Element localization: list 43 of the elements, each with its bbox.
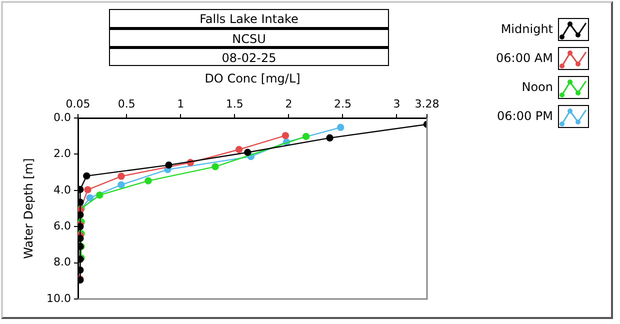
point [336, 124, 344, 132]
point [118, 172, 125, 180]
x-tick-label: 0.5 [118, 97, 136, 110]
y-tick-label: 10.0 [46, 292, 71, 305]
legend-label: Midnight [500, 22, 554, 36]
point [83, 172, 90, 180]
y-tick-label: 4.0 [54, 183, 71, 196]
y-tick-label: 2.0 [54, 147, 71, 160]
legend-label: Noon [522, 80, 553, 94]
point [302, 132, 310, 140]
y-axis-title: Water Depth [m] [21, 158, 36, 259]
legend-label: 06:00 PM [497, 109, 553, 124]
point [144, 177, 152, 184]
point [326, 134, 334, 142]
point [235, 146, 243, 154]
point [282, 132, 290, 140]
y-tick-label: 0.0 [54, 110, 71, 124]
x-axis-title: DO Conc [mg/L] [204, 71, 300, 86]
point [96, 192, 104, 199]
legend-label: 06:00 AM [496, 51, 553, 66]
point [78, 211, 84, 218]
x-tick-label: 0.05 [66, 97, 90, 110]
chart-title: Falls Lake Intake [109, 9, 389, 28]
point [78, 198, 84, 206]
y-tick-label: 8.0 [54, 256, 71, 269]
point [84, 186, 92, 194]
x-tick-label: 3 [393, 97, 400, 110]
x-tick-label: 2.5 [334, 97, 352, 110]
point [165, 161, 172, 169]
point [244, 148, 252, 156]
x-tick-label: 1.5 [226, 97, 244, 110]
y-tick-label: 6.0 [54, 219, 71, 232]
point [118, 181, 125, 188]
point [78, 186, 84, 194]
x-tick-label: 3.28 [414, 97, 440, 110]
point [78, 234, 84, 242]
x-tick-label: 1 [177, 97, 184, 110]
point [86, 194, 94, 202]
text: 08-02-25 [109, 47, 389, 66]
chart-subtitle: NCSU [109, 28, 389, 47]
x-tick-label: 2 [285, 97, 292, 110]
point [78, 266, 84, 274]
point [212, 163, 219, 170]
